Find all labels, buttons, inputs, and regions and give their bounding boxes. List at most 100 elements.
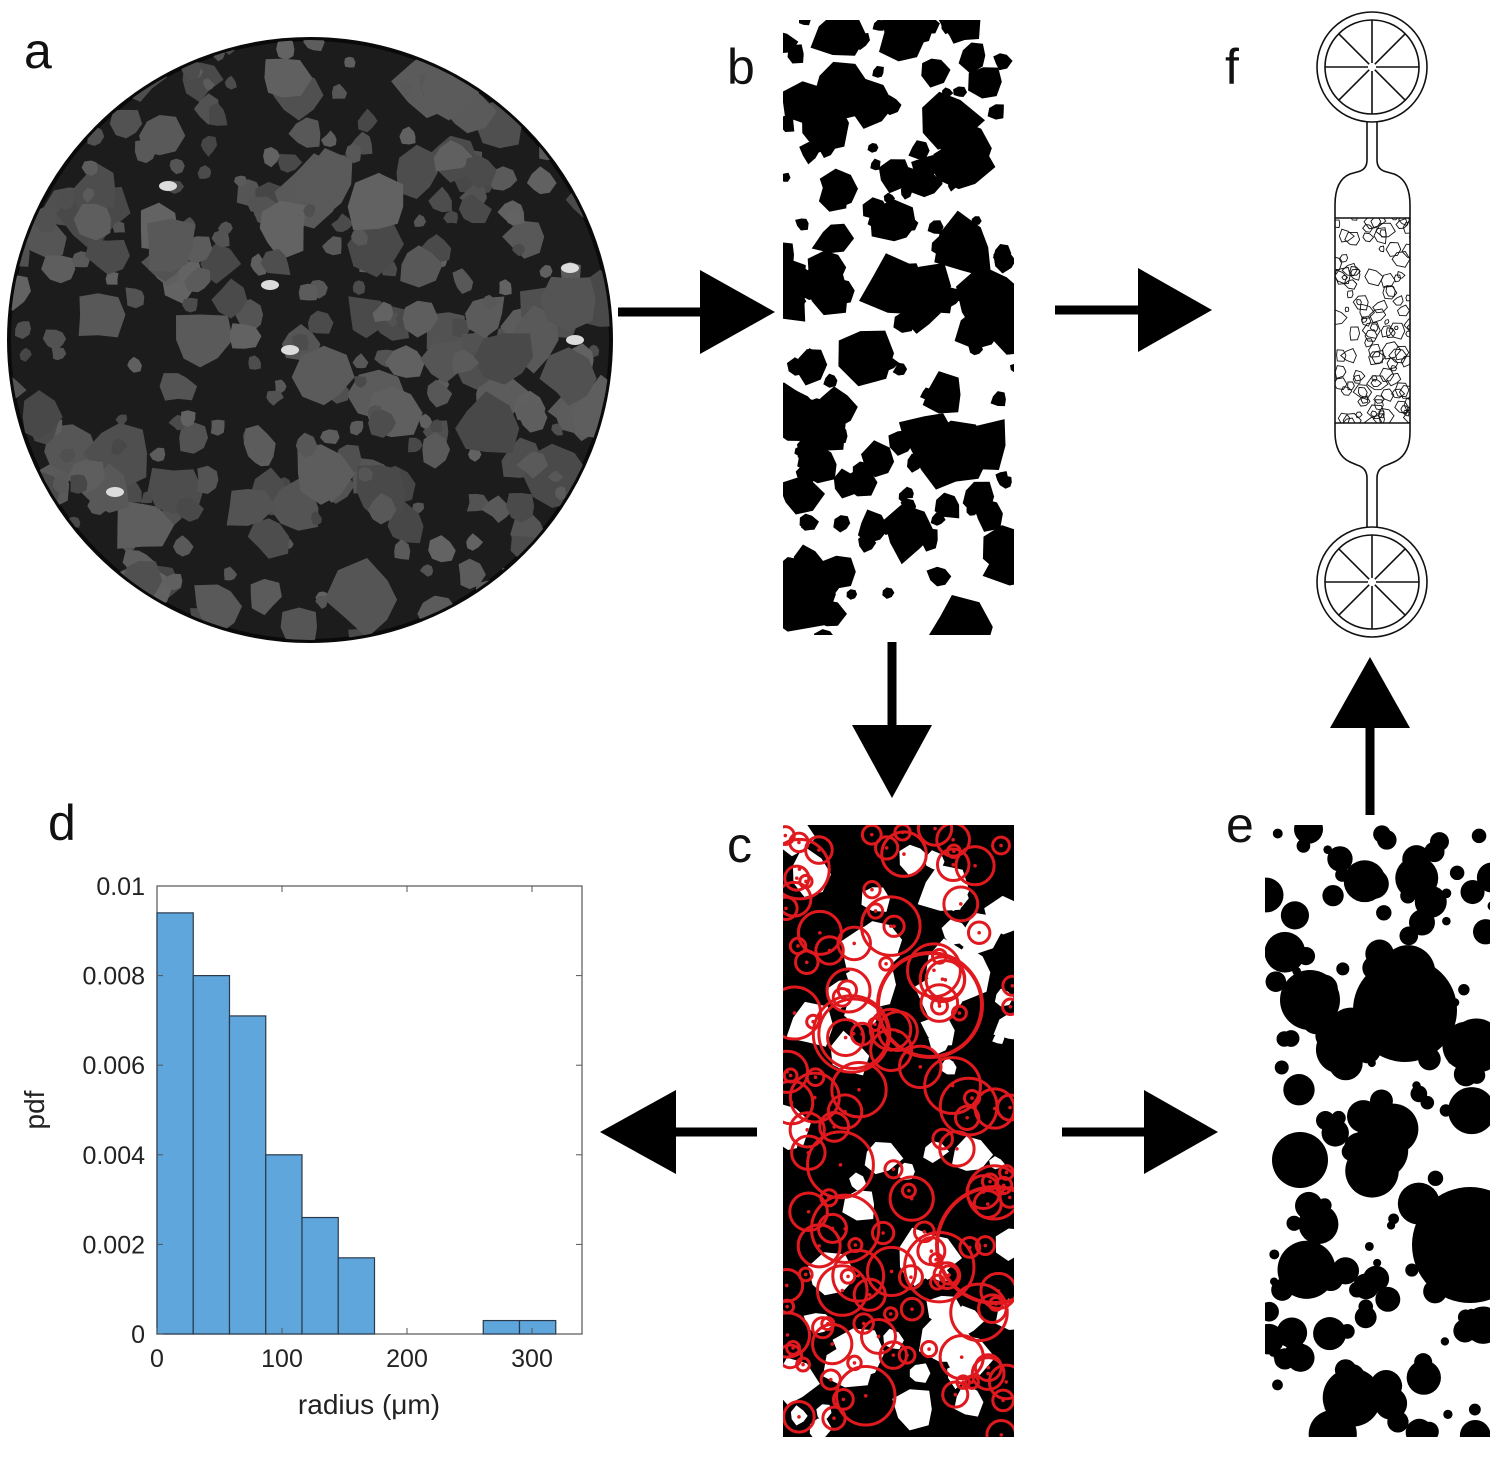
sand-grain	[31, 207, 57, 233]
sand-grain	[422, 432, 451, 469]
packed-circle	[1391, 1380, 1403, 1391]
circle-center	[843, 1035, 848, 1040]
circle-center	[891, 1167, 896, 1172]
sand-grain	[210, 419, 225, 436]
circle-center	[933, 826, 937, 831]
microfluidic-device-diagram	[1316, 11, 1428, 638]
sand-grain	[182, 297, 198, 313]
sand-grain	[427, 379, 453, 408]
circle-center	[832, 1416, 836, 1420]
sand-grain	[23, 526, 50, 559]
packed-circle	[1334, 1359, 1357, 1381]
sand-grain	[331, 83, 348, 99]
circle-center	[943, 978, 948, 982]
sand-grain	[274, 379, 287, 393]
x-tick-label: 200	[386, 1345, 428, 1373]
grain-outline	[1403, 398, 1410, 411]
grain-outline	[1363, 218, 1382, 230]
circle-center	[853, 1243, 858, 1247]
fitted-circle	[938, 1076, 999, 1137]
fitted-circle	[805, 1013, 822, 1030]
fitted-circle	[836, 979, 859, 1001]
circle-center	[797, 867, 802, 871]
circle-center	[791, 1346, 795, 1350]
sand-grain	[106, 42, 132, 67]
sand-grain	[51, 592, 73, 617]
grain-outline	[1386, 372, 1402, 387]
grain-outline	[1366, 375, 1389, 391]
packed-circle	[1265, 1301, 1279, 1322]
circle-center	[861, 1321, 866, 1326]
sand-grain	[159, 373, 198, 401]
fitted-circle	[836, 925, 872, 962]
grain-outline	[1406, 324, 1410, 330]
grain-silhouette	[811, 223, 855, 253]
fitted-circle	[788, 936, 808, 956]
sand-grain	[38, 170, 51, 180]
grain-silhouette	[993, 53, 1013, 71]
sand-grain	[57, 188, 76, 210]
packed-circle	[1272, 828, 1283, 839]
grain-outline	[1341, 275, 1349, 281]
grain-outline	[1380, 388, 1395, 402]
sand-grain	[539, 264, 553, 279]
grain-outline	[1375, 222, 1396, 238]
sand-grain	[481, 495, 514, 523]
circle-center	[900, 830, 905, 835]
grain-silhouette	[783, 260, 820, 305]
arrow-b-to-f	[1055, 268, 1212, 352]
circle-center	[958, 902, 963, 906]
histogram-bar	[337, 1257, 376, 1335]
grain-outline	[1361, 321, 1381, 339]
fitted-circle	[919, 983, 960, 1023]
support-pillar	[1338, 33, 1370, 65]
grain-silhouette	[911, 155, 940, 182]
grain-outline	[1373, 227, 1387, 245]
circle-center	[992, 1106, 997, 1111]
sand-grain	[593, 46, 610, 63]
grain-outline	[1364, 268, 1384, 287]
sand-grain	[518, 400, 548, 433]
support-pillar	[1338, 548, 1370, 580]
circle-center	[884, 962, 888, 966]
grain-outline	[1386, 357, 1399, 370]
grain-silhouette	[796, 349, 828, 386]
histogram-chart: 0 0.002 0.004 0.006 0.008 0.01 0 100 200 300 rad…	[19, 873, 583, 1420]
sand-grain	[291, 345, 355, 406]
grain-outline	[1368, 351, 1387, 366]
grain-silhouette	[846, 589, 858, 600]
circle-fit-image	[783, 825, 1014, 1437]
sand-grain	[548, 43, 569, 68]
fitted-circle	[898, 1044, 943, 1090]
circle-center	[961, 1380, 966, 1384]
sand-grain	[149, 447, 166, 462]
sand-grain	[303, 203, 315, 218]
fitted-circle	[919, 1340, 939, 1359]
grain-outline	[1362, 224, 1374, 233]
packed-circle	[1280, 970, 1340, 1030]
packed-circle	[1283, 1074, 1315, 1106]
fitted-circle	[991, 835, 1011, 856]
grain-silhouette	[795, 218, 809, 231]
sand-grain	[17, 478, 36, 497]
sand-grain	[428, 535, 456, 563]
fitted-circle	[973, 1353, 1003, 1383]
fitted-circle	[941, 1380, 970, 1409]
sand-grain	[77, 591, 96, 605]
fitted-circle	[958, 1236, 982, 1259]
grain-outline	[1378, 245, 1385, 253]
grain-outline	[1391, 251, 1410, 268]
sand-grain	[458, 194, 492, 224]
sand-grain	[592, 177, 604, 190]
sand-grain	[104, 59, 140, 89]
grain-outline	[1356, 299, 1362, 306]
packed-circle	[1360, 1390, 1371, 1402]
bright-grain	[561, 263, 579, 273]
grain-outline	[1335, 269, 1348, 285]
fitted-circle	[825, 967, 872, 1014]
pore-region	[830, 1030, 870, 1076]
fitted-circle	[852, 1312, 875, 1335]
packed-circle	[1472, 919, 1490, 945]
x-tick-label: 300	[511, 1345, 553, 1373]
circle-center	[788, 1073, 793, 1078]
